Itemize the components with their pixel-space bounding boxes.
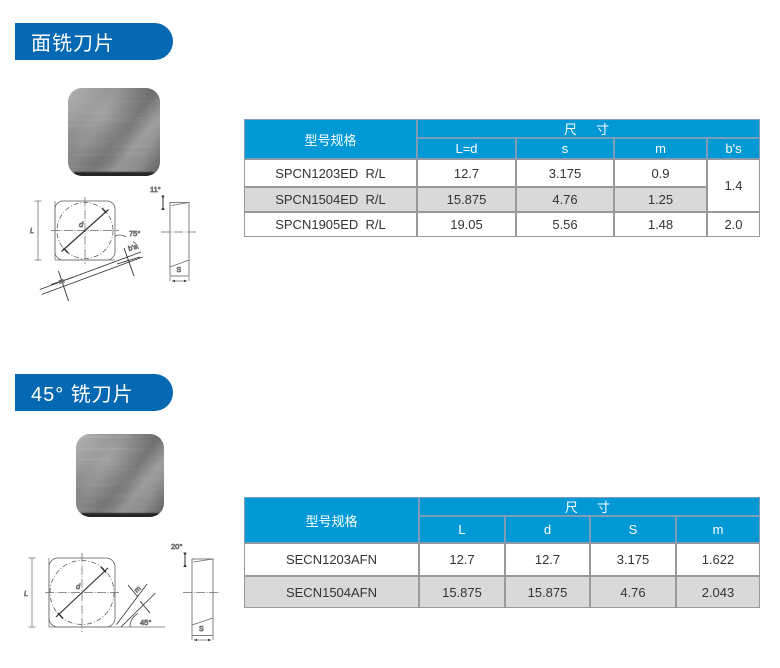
svg-text:45°: 45° (140, 618, 151, 627)
svg-text:d: d (79, 220, 84, 229)
svg-text:75°: 75° (129, 229, 140, 238)
svg-text:L: L (30, 228, 34, 235)
svg-text:S: S (199, 626, 204, 633)
svg-text:d: d (76, 582, 81, 591)
svg-text:m: m (58, 278, 65, 286)
svg-text:L: L (24, 591, 28, 598)
svg-text:20°: 20° (171, 542, 182, 551)
svg-text:11°: 11° (150, 185, 161, 194)
svg-text:S: S (177, 267, 182, 274)
